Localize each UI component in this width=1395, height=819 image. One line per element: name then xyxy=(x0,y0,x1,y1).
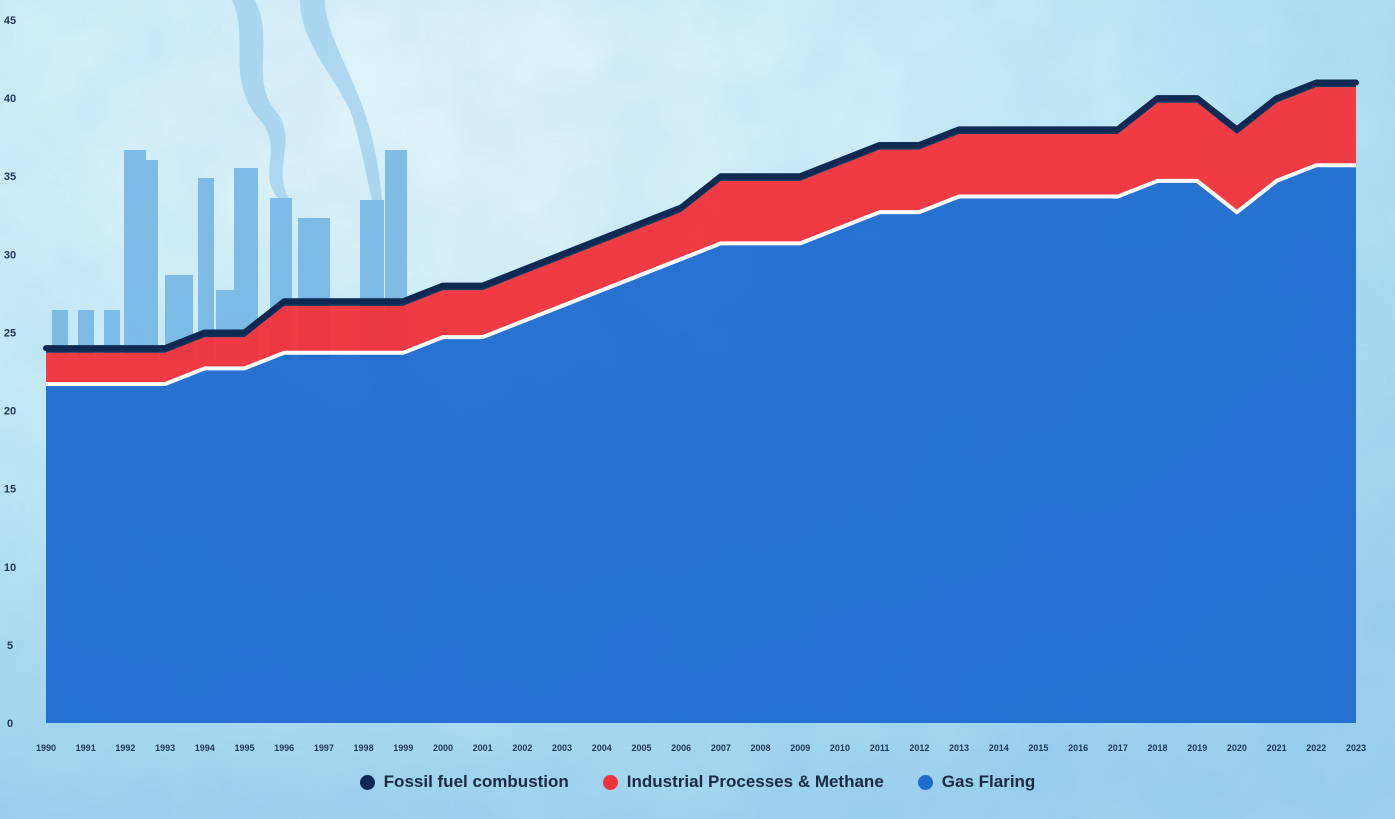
x-axis-ticks: 1990 1991 1992 1993 1994 1995 1996 1997 1998 1999… xyxy=(36,743,1366,753)
x-tick-label: 2008 xyxy=(751,743,771,753)
x-tick-label: 2013 xyxy=(949,743,969,753)
tower xyxy=(198,178,214,360)
y-tick-label: 10 xyxy=(4,562,16,574)
x-tick-label: 2017 xyxy=(1108,743,1128,753)
x-tick-label: 1999 xyxy=(393,743,413,753)
y-tick-label: 35 xyxy=(4,171,16,183)
y-tick-label: 20 xyxy=(4,406,16,418)
x-tick-label: 1991 xyxy=(76,743,96,753)
smoke-plume xyxy=(232,0,290,200)
legend-item-fossil-fuel-combustion: Fossil fuel combustion xyxy=(359,772,569,792)
y-axis-ticks: 0 5 10 15 20 25 30 35 40 45 xyxy=(4,15,16,730)
x-tick-label: 1990 xyxy=(36,743,56,753)
y-tick-label: 0 xyxy=(7,718,13,730)
legend: Fossil fuel combustion Industrial Proces… xyxy=(0,772,1395,792)
x-tick-label: 2006 xyxy=(671,743,691,753)
legend-label-industrial-processes: Industrial Processes & Methane xyxy=(626,772,884,791)
y-tick-label: 5 xyxy=(7,640,13,652)
x-tick-label: 1992 xyxy=(115,743,135,753)
x-tick-label: 2019 xyxy=(1187,743,1207,753)
x-tick-label: 2004 xyxy=(592,743,612,753)
x-tick-label: 2020 xyxy=(1227,743,1247,753)
smoke-plume xyxy=(300,0,382,200)
x-tick-label: 2015 xyxy=(1028,743,1048,753)
x-tick-label: 2022 xyxy=(1306,743,1326,753)
x-tick-label: 1997 xyxy=(314,743,334,753)
x-tick-label: 1996 xyxy=(274,743,294,753)
x-tick-label: 2001 xyxy=(473,743,493,753)
tower xyxy=(146,160,158,360)
x-tick-label: 2016 xyxy=(1068,743,1088,753)
x-tick-label: 2021 xyxy=(1267,743,1287,753)
legend-item-gas-flaring: Gas Flaring xyxy=(917,772,1036,792)
legend-swatch-industrial-processes xyxy=(602,774,618,790)
x-tick-label: 2023 xyxy=(1346,743,1366,753)
line-gas-flaring-top xyxy=(46,163,1356,386)
x-tick-label: 2011 xyxy=(870,743,890,753)
x-tick-label: 2018 xyxy=(1147,743,1167,753)
y-tick-label: 15 xyxy=(4,484,16,496)
legend-label-fossil-fuel-combustion: Fossil fuel combustion xyxy=(383,772,569,791)
y-tick-label: 45 xyxy=(4,15,16,27)
x-tick-label: 2005 xyxy=(631,743,651,753)
x-tick-label: 1998 xyxy=(354,743,374,753)
y-tick-label: 40 xyxy=(4,93,16,105)
tower xyxy=(124,150,146,360)
x-tick-label: 2012 xyxy=(909,743,929,753)
legend-label-gas-flaring: Gas Flaring xyxy=(941,772,1036,791)
x-tick-label: 2000 xyxy=(433,743,453,753)
legend-item-industrial-processes: Industrial Processes & Methane xyxy=(602,772,884,792)
x-tick-label: 1993 xyxy=(155,743,175,753)
area-industrial-processes-methane xyxy=(46,87,1356,384)
legend-swatch-gas-flaring xyxy=(917,774,933,790)
line-layer xyxy=(43,79,1359,386)
x-tick-label: 2003 xyxy=(552,743,572,753)
x-tick-label: 2002 xyxy=(512,743,532,753)
x-tick-label: 2009 xyxy=(790,743,810,753)
area-gas-flaring xyxy=(46,165,1356,723)
y-tick-label: 30 xyxy=(4,249,16,261)
y-tick-label: 25 xyxy=(4,327,16,339)
x-tick-label: 2014 xyxy=(989,743,1009,753)
x-tick-label: 2007 xyxy=(711,743,731,753)
legend-swatch-fossil-fuel-combustion xyxy=(359,774,375,790)
line-fossil-fuel-combustion xyxy=(43,79,1359,352)
x-tick-label: 1994 xyxy=(195,743,215,753)
x-tick-label: 1995 xyxy=(234,743,254,753)
x-tick-label: 2010 xyxy=(830,743,850,753)
area-layer xyxy=(46,82,1356,723)
